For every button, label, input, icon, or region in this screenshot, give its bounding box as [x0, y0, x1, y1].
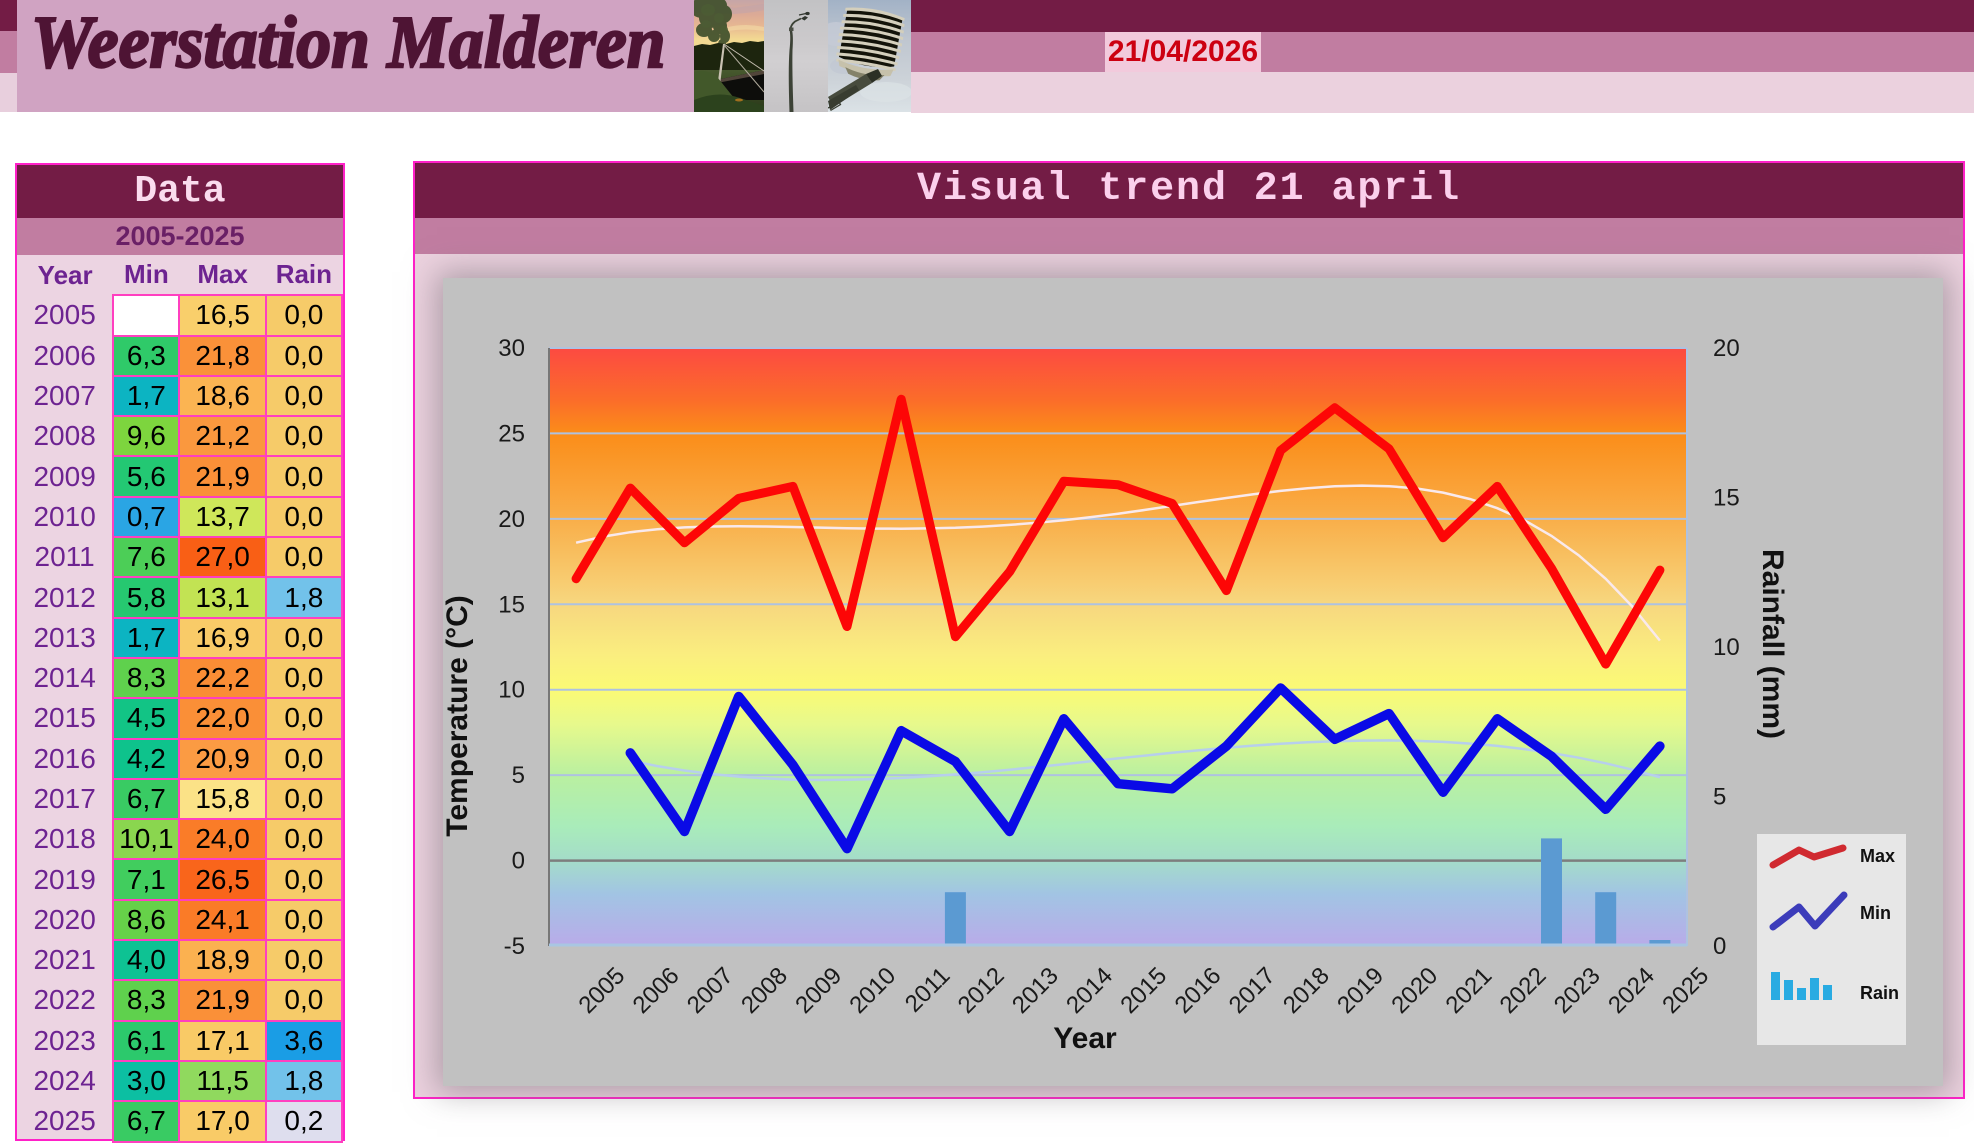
- svg-text:2005: 2005: [573, 962, 630, 1019]
- svg-text:20: 20: [498, 506, 525, 533]
- svg-text:2019: 2019: [1332, 962, 1389, 1019]
- svg-text:Max: Max: [1860, 846, 1895, 866]
- svg-text:2012: 2012: [953, 962, 1010, 1019]
- svg-text:10: 10: [498, 677, 525, 704]
- svg-text:2017: 2017: [1224, 962, 1281, 1019]
- svg-text:2020: 2020: [1386, 962, 1443, 1019]
- svg-text:15: 15: [1713, 485, 1740, 512]
- svg-text:2013: 2013: [1007, 962, 1064, 1019]
- svg-text:20: 20: [1713, 335, 1740, 362]
- svg-text:30: 30: [498, 335, 525, 362]
- svg-text:2018: 2018: [1278, 962, 1335, 1019]
- svg-text:2024: 2024: [1603, 962, 1660, 1019]
- svg-text:-5: -5: [504, 933, 525, 960]
- svg-text:5: 5: [1713, 784, 1726, 811]
- svg-text:2015: 2015: [1115, 962, 1172, 1019]
- svg-text:2022: 2022: [1495, 962, 1552, 1019]
- svg-text:10: 10: [1713, 634, 1740, 661]
- svg-text:15: 15: [498, 591, 525, 618]
- svg-text:2006: 2006: [628, 962, 685, 1019]
- svg-text:2016: 2016: [1170, 962, 1227, 1019]
- svg-text:2008: 2008: [736, 962, 793, 1019]
- svg-text:Min: Min: [1860, 903, 1891, 923]
- svg-text:0: 0: [1713, 933, 1726, 960]
- svg-text:Rainfall (mm): Rainfall (mm): [1756, 549, 1789, 739]
- svg-text:Rain: Rain: [1860, 983, 1899, 1003]
- svg-text:2007: 2007: [682, 962, 739, 1019]
- svg-text:Year: Year: [1053, 1022, 1117, 1055]
- svg-text:2023: 2023: [1549, 962, 1606, 1019]
- svg-text:5: 5: [512, 762, 525, 789]
- svg-text:25: 25: [498, 420, 525, 447]
- svg-text:2009: 2009: [790, 962, 847, 1019]
- svg-text:2010: 2010: [844, 962, 901, 1019]
- svg-text:2014: 2014: [1061, 962, 1118, 1019]
- svg-text:2021: 2021: [1440, 962, 1497, 1019]
- svg-text:0: 0: [512, 848, 525, 875]
- svg-text:2025: 2025: [1657, 962, 1714, 1019]
- svg-text:2011: 2011: [900, 962, 956, 1018]
- svg-text:Temperature (°C): Temperature (°C): [443, 595, 474, 836]
